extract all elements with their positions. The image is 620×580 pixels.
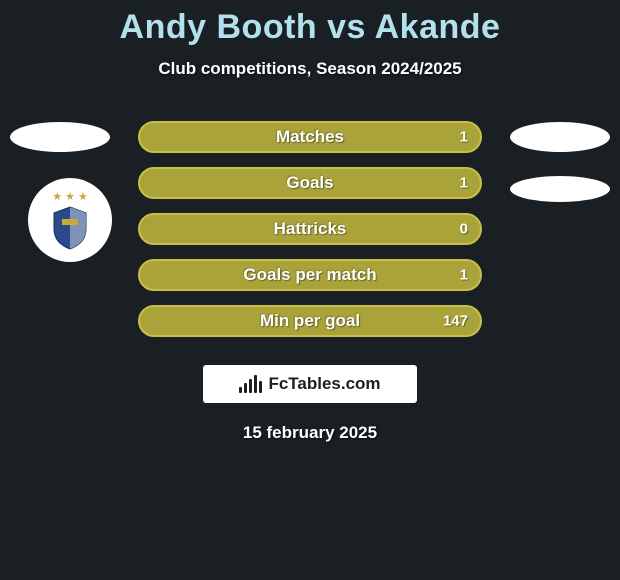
club-badge-left: ★★★ bbox=[28, 178, 112, 262]
stat-bar: Matches 1 bbox=[138, 121, 482, 153]
stat-value: 1 bbox=[460, 129, 468, 146]
stat-label: Min per goal bbox=[260, 311, 360, 331]
stat-bar: Goals per match 1 bbox=[138, 259, 482, 291]
stat-bar: Goals 1 bbox=[138, 167, 482, 199]
stat-label: Hattricks bbox=[274, 219, 347, 239]
date-label: 15 february 2025 bbox=[0, 423, 620, 443]
stat-value: 0 bbox=[460, 221, 468, 238]
club-shield-icon bbox=[50, 205, 90, 251]
stat-label: Matches bbox=[276, 127, 344, 147]
fctables-badge: FcTables.com bbox=[203, 365, 417, 403]
stat-value: 147 bbox=[443, 313, 468, 330]
stat-bar: Hattricks 0 bbox=[138, 213, 482, 245]
player-avatar-right bbox=[510, 122, 610, 152]
fctables-label: FcTables.com bbox=[268, 374, 380, 394]
stat-label: Goals per match bbox=[243, 265, 376, 285]
player-avatar-left bbox=[10, 122, 110, 152]
stat-label: Goals bbox=[286, 173, 333, 193]
stat-bar: Min per goal 147 bbox=[138, 305, 482, 337]
club-stars-icon: ★★★ bbox=[52, 190, 88, 203]
page-title: Andy Booth vs Akande bbox=[0, 0, 620, 47]
player-avatar-right-2 bbox=[510, 176, 610, 202]
bar-chart-icon bbox=[239, 375, 262, 393]
stat-value: 1 bbox=[460, 175, 468, 192]
subtitle: Club competitions, Season 2024/2025 bbox=[0, 59, 620, 79]
stat-value: 1 bbox=[460, 267, 468, 284]
